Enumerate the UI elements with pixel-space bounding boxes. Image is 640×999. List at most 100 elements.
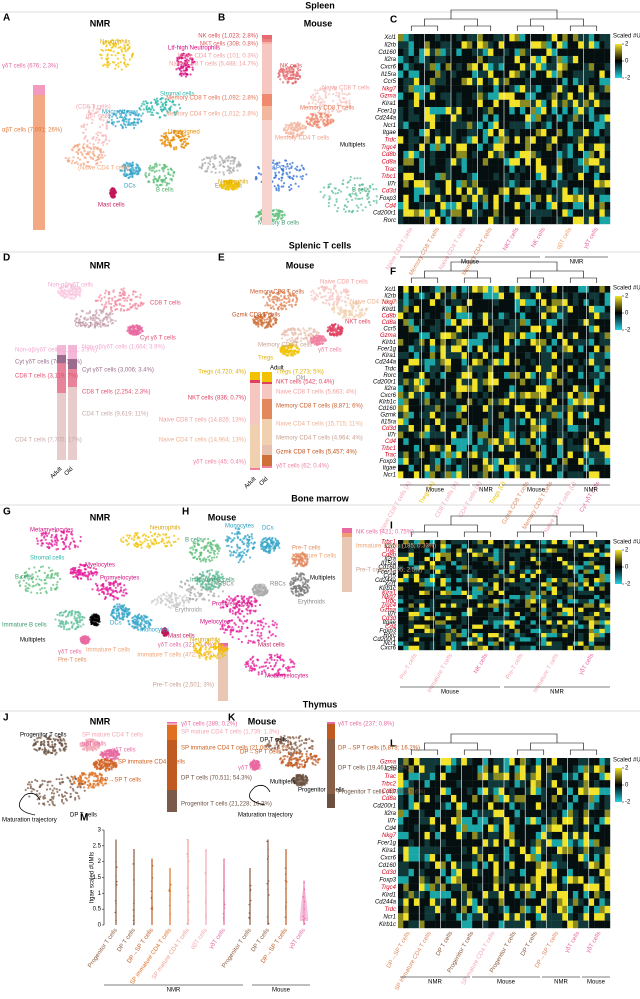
heatmap-cell [419, 611, 425, 617]
heatmap-cell [435, 595, 441, 600]
heatmap-cell [472, 136, 478, 144]
heatmap-cell [466, 180, 473, 188]
heatmap-cell [451, 70, 457, 79]
heatmap-cell [498, 292, 505, 300]
heatmap-cell [551, 471, 558, 479]
heatmap-cell [588, 209, 595, 217]
heatmap-cell [435, 352, 441, 360]
heatmap-cell [488, 569, 494, 575]
heatmap-cell [398, 418, 404, 426]
heatmap-cell [519, 458, 526, 465]
umap-cell [129, 123, 132, 127]
heatmap-cell [445, 209, 452, 217]
heatmap-cell [551, 565, 558, 570]
umap-cell [163, 174, 166, 177]
heatmap-cell [398, 312, 404, 320]
umap-cell [327, 198, 331, 201]
heatmap-cell [541, 107, 547, 115]
heatmap-cell [429, 552, 436, 558]
heatmap-cell [419, 299, 425, 307]
umap-cell [238, 163, 241, 166]
heatmap-cell [541, 121, 547, 130]
heatmap-cell [419, 129, 425, 137]
heatmap-cell [472, 352, 478, 360]
heatmap-cell [403, 582, 409, 587]
heatmap-cell [599, 180, 605, 188]
heatmap-cell [541, 548, 547, 553]
heatmap-cell [435, 561, 441, 566]
umap-cell [179, 106, 182, 110]
heatmap-cell [572, 180, 579, 188]
heatmap-cell [509, 158, 515, 166]
heatmap-cell [493, 55, 499, 64]
heatmap-cell [424, 391, 430, 399]
heatmap-cell [572, 85, 579, 93]
heatmap-cell [599, 603, 605, 608]
heatmap-cell [572, 365, 579, 373]
heatmap-cell [435, 143, 441, 152]
heatmap-cell [594, 405, 600, 412]
label: Xcl1 [383, 287, 396, 293]
heatmap-cell [525, 365, 531, 373]
heatmap-cell [440, 107, 446, 115]
heatmap-cell [419, 431, 425, 439]
heatmap-cell [429, 431, 436, 439]
heatmap-cell [419, 48, 425, 57]
heatmap-cell [562, 158, 568, 166]
umap-cell [185, 67, 188, 70]
heatmap-cell [424, 319, 430, 326]
heatmap-cell [461, 187, 468, 195]
heatmap-cell [541, 398, 547, 406]
umap-cell [131, 111, 134, 114]
heatmap-cell [477, 180, 483, 188]
heatmap-cell [525, 292, 531, 300]
heatmap-cell [482, 540, 489, 545]
umap-cell [187, 63, 190, 67]
heatmap-cell [435, 77, 441, 86]
heatmap-cell [514, 616, 521, 621]
heatmap-cell [456, 312, 462, 320]
heatmap-cell [456, 180, 462, 188]
heatmap-cell [419, 165, 425, 174]
heatmap-cell [398, 607, 404, 613]
heatmap-cell [557, 63, 563, 71]
heatmap-cell [535, 599, 542, 604]
heatmap-cell [435, 114, 441, 122]
heatmap-cell [525, 121, 531, 130]
heatmap-cell [408, 372, 415, 379]
heatmap-cell [541, 595, 547, 600]
heatmap-cell [488, 582, 494, 587]
heatmap-cell [488, 540, 494, 545]
heatmap-cell [398, 345, 404, 353]
heatmap-cell [429, 332, 436, 340]
heatmap-cell [562, 209, 568, 217]
heatmap-cell [466, 590, 473, 596]
umap-cell [210, 170, 213, 173]
umap-cell [280, 185, 283, 188]
heatmap-cell [514, 99, 521, 108]
heatmap-cell [578, 590, 584, 596]
umap-cell [322, 186, 326, 189]
heatmap-cell [493, 624, 499, 630]
heatmap-cell [578, 92, 584, 100]
heatmap-cell [567, 573, 574, 579]
heatmap-cell [588, 573, 595, 579]
heatmap-cell [599, 63, 605, 71]
heatmap-cell [456, 471, 462, 479]
heatmap-cell [504, 425, 510, 432]
heatmap-cell [466, 70, 473, 79]
heatmap-cell [424, 438, 430, 446]
heatmap-cell [482, 603, 489, 608]
heatmap-cell [419, 358, 425, 366]
heatmap-cell [572, 398, 579, 406]
heatmap-cell [562, 216, 568, 225]
heatmap-cell [445, 471, 452, 479]
heatmap-cell [456, 391, 462, 399]
heatmap-cell [541, 180, 547, 188]
heatmap-cell [429, 569, 436, 575]
heatmap-cell [435, 586, 441, 591]
umap-cell [108, 139, 111, 142]
heatmap-cell [440, 114, 446, 122]
heatmap-cell [477, 471, 483, 479]
heatmap-cell [509, 48, 515, 57]
